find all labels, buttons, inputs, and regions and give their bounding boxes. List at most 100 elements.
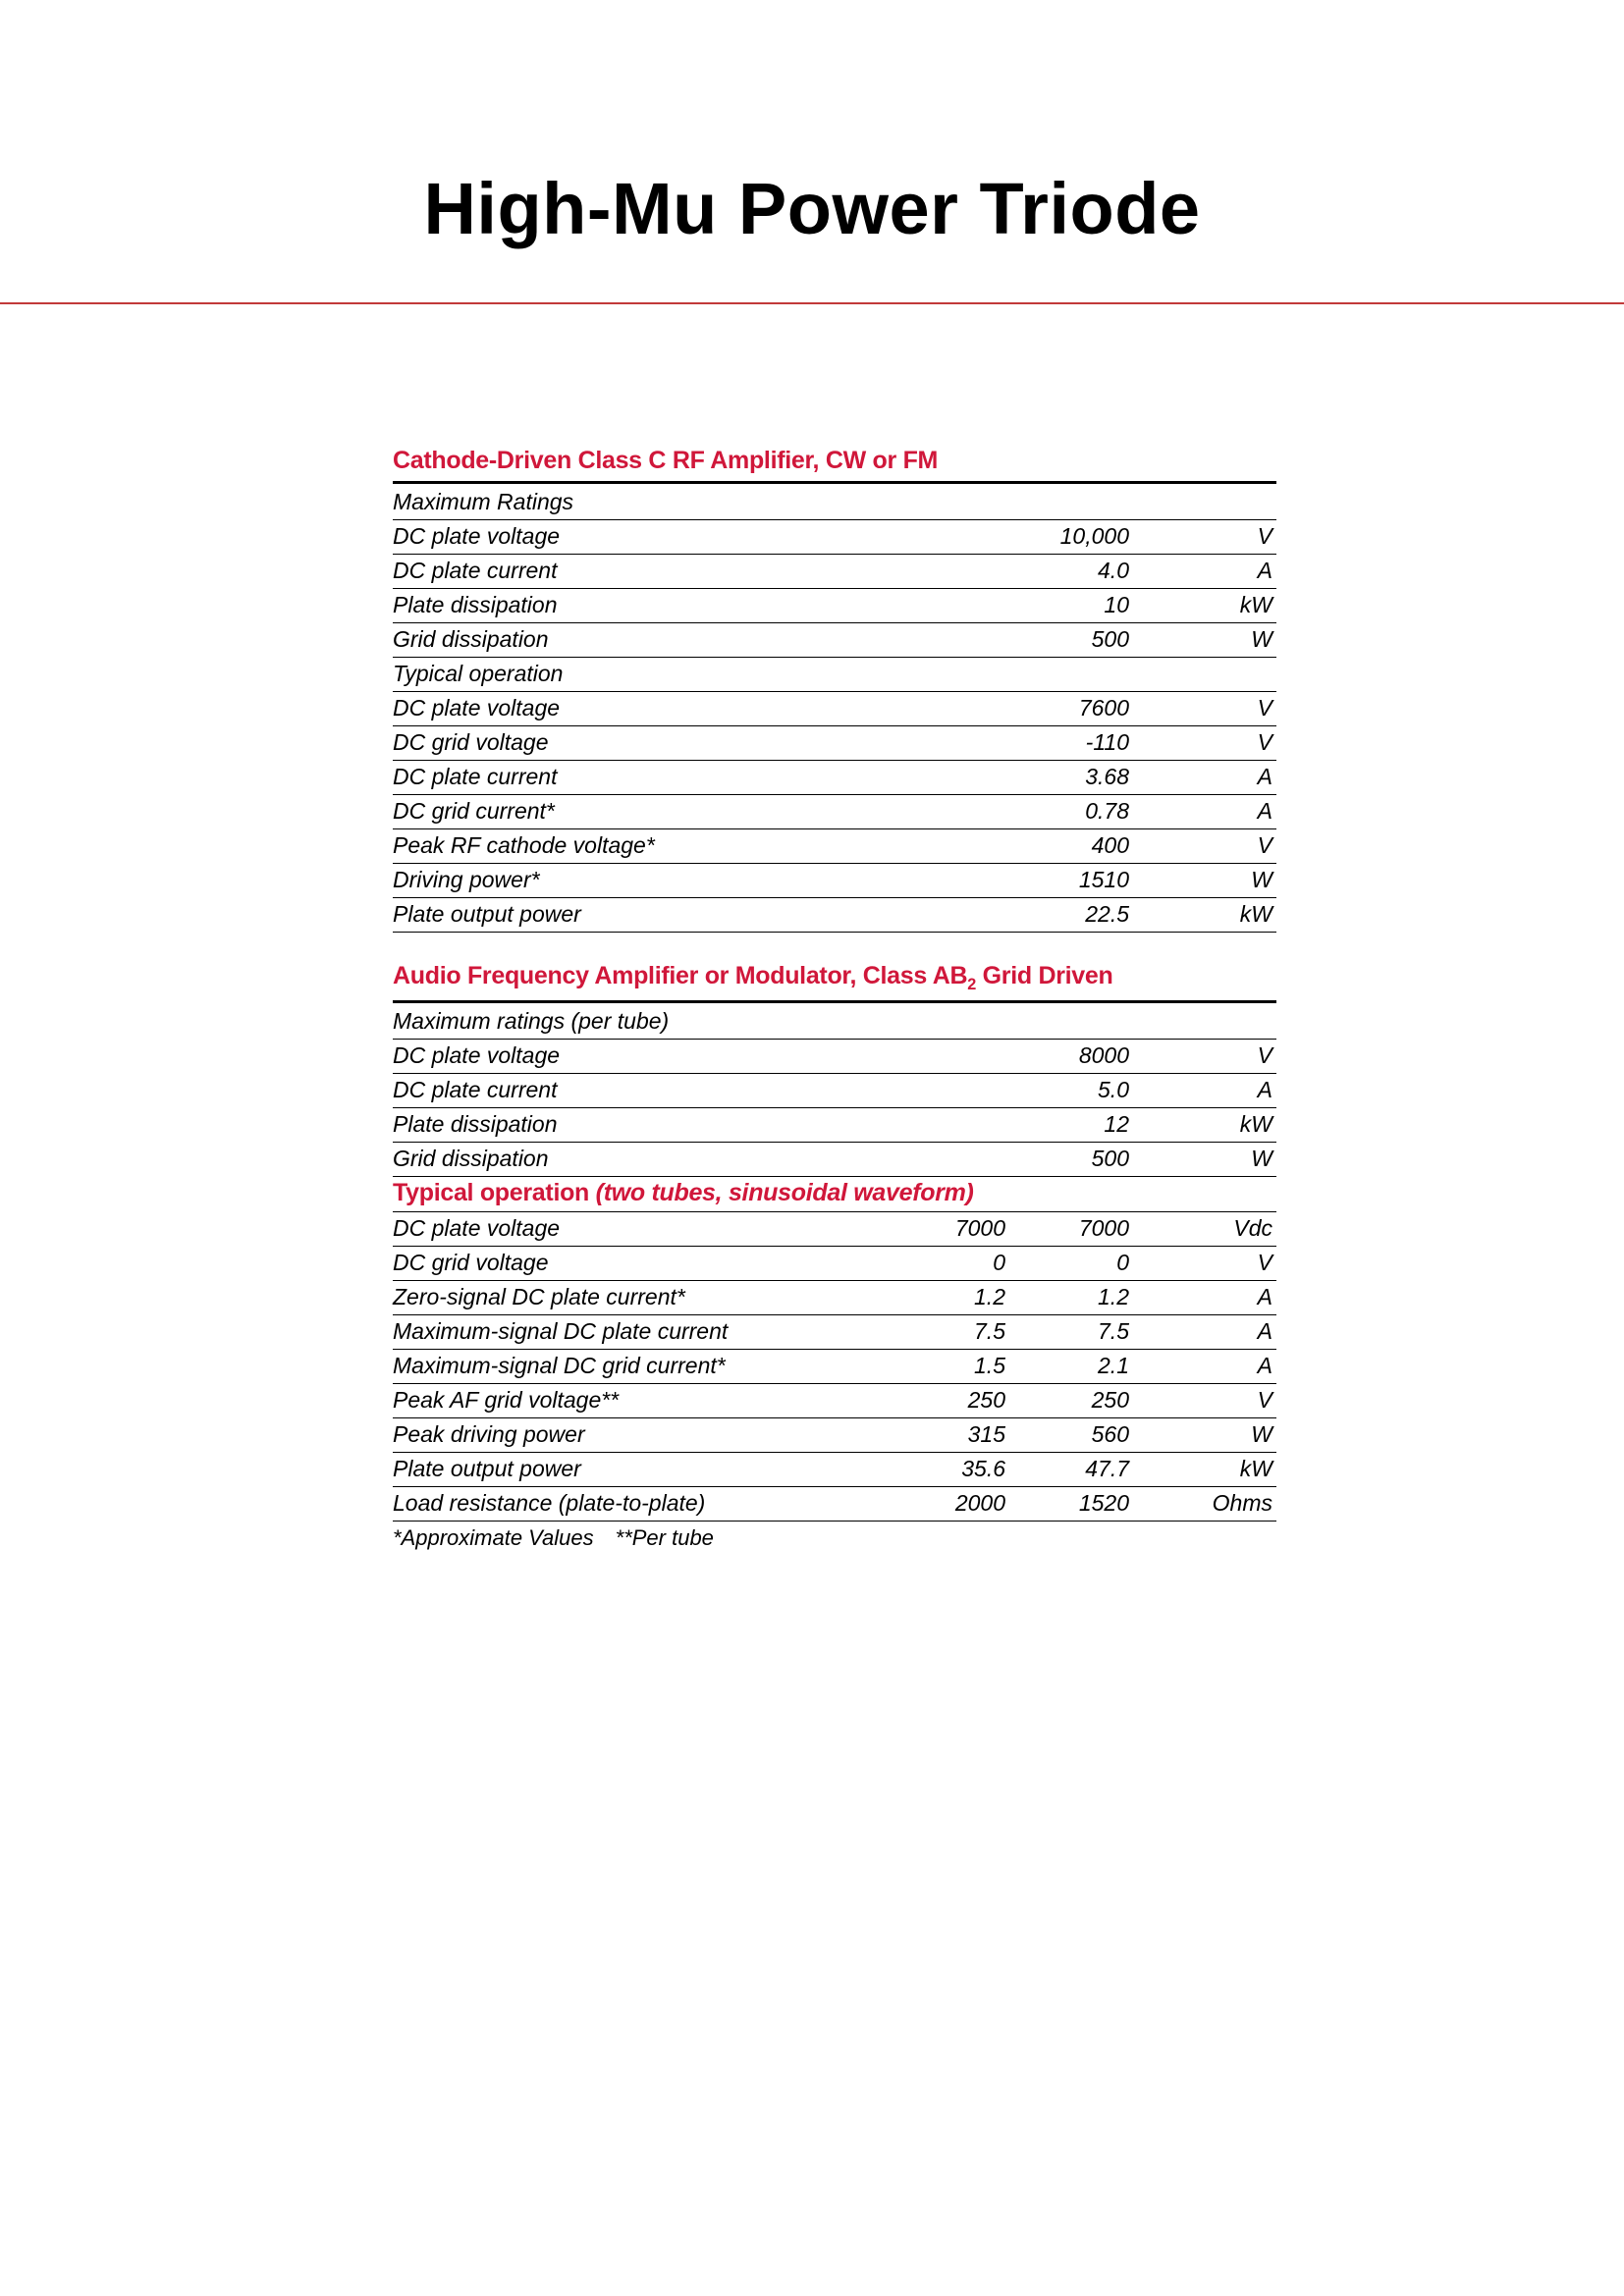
title-underline — [0, 302, 1624, 304]
param-value: 1510 — [1029, 864, 1153, 898]
param-value-1: 35.6 — [905, 1453, 1029, 1487]
param-value: 10,000 — [1029, 520, 1153, 555]
param-value-2: 0 — [1029, 1247, 1153, 1281]
param-spacer — [905, 555, 1029, 589]
section2-heading: Audio Frequency Amplifier or Modulator, … — [393, 962, 1276, 1003]
param-value-2: 250 — [1029, 1384, 1153, 1418]
param-unit: V — [1153, 692, 1276, 726]
datasheet-page: High-Mu Power Triode Cathode-Driven Clas… — [0, 0, 1624, 2296]
param-label: DC grid current* — [393, 795, 905, 829]
table-row: DC grid voltage-110V — [393, 726, 1276, 761]
table-row: Driving power* 1510W — [393, 864, 1276, 898]
param-label: DC plate current — [393, 1074, 905, 1108]
param-unit: Ohms — [1153, 1487, 1276, 1522]
param-label: Peak RF cathode voltage* — [393, 829, 905, 864]
param-value: 8000 — [1029, 1040, 1153, 1074]
table-row: DC plate voltage70007000Vdc — [393, 1212, 1276, 1247]
param-value: 500 — [1029, 623, 1153, 658]
table-row: Peak AF grid voltage**250250V — [393, 1384, 1276, 1418]
param-value: 12 — [1029, 1108, 1153, 1143]
param-value-1: 2000 — [905, 1487, 1029, 1522]
param-spacer — [905, 589, 1029, 623]
group-header: Maximum ratings (per tube) — [393, 1005, 1276, 1040]
content-area: Cathode-Driven Class C RF Amplifier, CW … — [393, 280, 1276, 1551]
param-value: 22.5 — [1029, 898, 1153, 933]
group-header: Typical operation — [393, 658, 1276, 692]
param-spacer — [905, 520, 1029, 555]
param-label: DC plate voltage — [393, 520, 905, 555]
param-label: Peak AF grid voltage** — [393, 1384, 905, 1418]
param-label: Maximum-signal DC plate current — [393, 1315, 905, 1350]
param-spacer — [905, 795, 1029, 829]
table-row: DC plate voltage7600V — [393, 692, 1276, 726]
param-unit: A — [1153, 1350, 1276, 1384]
param-unit: A — [1153, 1074, 1276, 1108]
param-label: Grid dissipation — [393, 623, 905, 658]
page-title: High-Mu Power Triode — [0, 0, 1624, 280]
param-value-1: 250 — [905, 1384, 1029, 1418]
typical-heading-text: Typical operation — [393, 1179, 589, 1206]
param-spacer — [905, 726, 1029, 761]
param-label: Driving power* — [393, 864, 905, 898]
section2-max-table: Maximum ratings (per tube) DC plate volt… — [393, 1005, 1276, 1177]
param-label: Peak driving power — [393, 1418, 905, 1453]
param-unit: kW — [1153, 1453, 1276, 1487]
param-value: 3.68 — [1029, 761, 1153, 795]
param-unit: V — [1153, 520, 1276, 555]
param-value-2: 7000 — [1029, 1212, 1153, 1247]
param-value-1: 7.5 — [905, 1315, 1029, 1350]
param-unit: W — [1153, 864, 1276, 898]
param-unit: V — [1153, 1384, 1276, 1418]
section1-table: Maximum RatingsDC plate voltage10,000VDC… — [393, 486, 1276, 933]
param-label: Plate output power — [393, 1453, 905, 1487]
table-header-row: Maximum Ratings — [393, 486, 1276, 520]
param-value: -110 — [1029, 726, 1153, 761]
param-label: DC plate voltage — [393, 1212, 905, 1247]
param-value-2: 47.7 — [1029, 1453, 1153, 1487]
table-row: Plate output power35.647.7kW — [393, 1453, 1276, 1487]
footnote: *Approximate Values **Per tube — [393, 1522, 1276, 1551]
param-spacer — [905, 829, 1029, 864]
param-value: 400 — [1029, 829, 1153, 864]
table-row: Zero-signal DC plate current*1.21.2A — [393, 1281, 1276, 1315]
param-label: Load resistance (plate-to-plate) — [393, 1487, 905, 1522]
param-spacer — [905, 1108, 1029, 1143]
param-value-2: 1.2 — [1029, 1281, 1153, 1315]
param-value-1: 315 — [905, 1418, 1029, 1453]
param-spacer — [905, 1143, 1029, 1177]
param-value-1: 1.5 — [905, 1350, 1029, 1384]
param-spacer — [905, 623, 1029, 658]
section1-heading: Cathode-Driven Class C RF Amplifier, CW … — [393, 447, 1276, 484]
param-spacer — [905, 864, 1029, 898]
param-value-2: 560 — [1029, 1418, 1153, 1453]
table-row: Plate dissipation10kW — [393, 589, 1276, 623]
param-label: Plate dissipation — [393, 589, 905, 623]
param-unit: V — [1153, 1040, 1276, 1074]
table-row: Maximum-signal DC grid current*1.52.1A — [393, 1350, 1276, 1384]
param-spacer — [905, 1040, 1029, 1074]
table-row: Maximum-signal DC plate current7.57.5A — [393, 1315, 1276, 1350]
param-unit: A — [1153, 1281, 1276, 1315]
typical-heading-paren: (two tubes, sinusoidal waveform) — [589, 1179, 974, 1206]
param-unit: W — [1153, 1418, 1276, 1453]
param-value: 5.0 — [1029, 1074, 1153, 1108]
param-value: 4.0 — [1029, 555, 1153, 589]
table-row: Load resistance (plate-to-plate)20001520… — [393, 1487, 1276, 1522]
param-unit: Vdc — [1153, 1212, 1276, 1247]
param-spacer — [905, 761, 1029, 795]
param-value: 10 — [1029, 589, 1153, 623]
section2-typical-table: DC plate voltage70007000VdcDC grid volta… — [393, 1212, 1276, 1522]
param-unit: A — [1153, 555, 1276, 589]
param-spacer — [905, 1074, 1029, 1108]
table-row: DC plate current 4.0A — [393, 555, 1276, 589]
table-row: DC plate voltage8000V — [393, 1040, 1276, 1074]
param-label: Plate output power — [393, 898, 905, 933]
table-header-row: Maximum ratings (per tube) — [393, 1005, 1276, 1040]
param-label: Maximum-signal DC grid current* — [393, 1350, 905, 1384]
param-value-1: 7000 — [905, 1212, 1029, 1247]
param-label: DC plate current — [393, 555, 905, 589]
table-row: DC plate current3.68A — [393, 761, 1276, 795]
table-row: Peak RF cathode voltage*400V — [393, 829, 1276, 864]
param-unit: W — [1153, 1143, 1276, 1177]
param-unit: kW — [1153, 1108, 1276, 1143]
